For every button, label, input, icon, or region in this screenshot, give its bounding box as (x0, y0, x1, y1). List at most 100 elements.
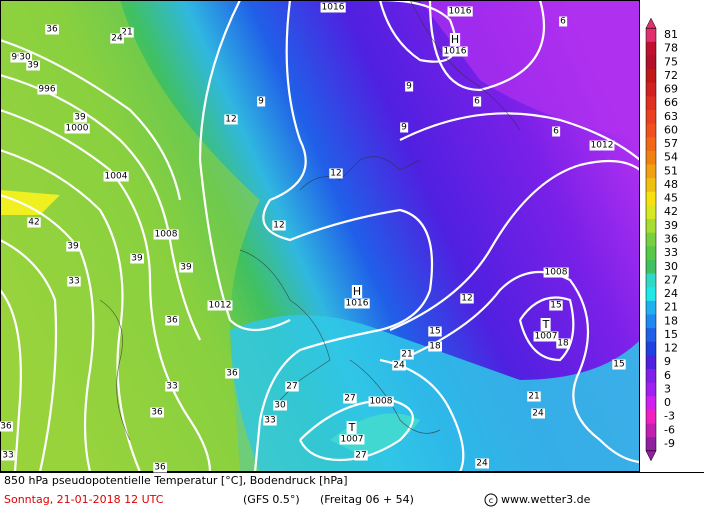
legend-label: 12 (664, 342, 678, 355)
legend-swatch (646, 41, 656, 56)
legend-label: 75 (664, 55, 678, 68)
temperature-label: 18 (429, 342, 441, 352)
temperature-label: 9 (401, 123, 407, 133)
legend-label: 27 (664, 273, 678, 286)
footer-model: (GFS 0.5°) (243, 493, 300, 506)
center-value-box (533, 331, 559, 342)
temperature-label-box (329, 168, 343, 179)
map-frame (0, 0, 640, 472)
center-value-box (344, 298, 370, 309)
temperature-label: 18 (557, 339, 569, 349)
temperature-label-box (531, 408, 545, 419)
temperature-label: 33 (264, 416, 275, 426)
legend-swatch (646, 28, 656, 43)
center-value: 1007 (535, 332, 558, 342)
center-value: 1007 (341, 435, 364, 445)
legend-swatch (646, 328, 656, 343)
legend-swatch (646, 191, 656, 206)
temperature-label: 24 (393, 361, 405, 371)
temperature-label: 33 (2, 451, 13, 461)
center-symbol: T (348, 421, 356, 434)
isobar-label-box (37, 84, 57, 95)
temperature-label: 6 (560, 17, 566, 27)
legend-label: 42 (664, 205, 678, 218)
legend-label: 69 (664, 83, 678, 96)
legend-label: 6 (664, 369, 671, 382)
legend-swatch (646, 423, 656, 438)
isobar-label: 996 (38, 85, 55, 95)
legend-label: 30 (664, 260, 678, 273)
temperature-label: 6 (553, 127, 559, 137)
temperature-label-box (1, 450, 15, 461)
legend-swatch (646, 109, 656, 125)
legend-swatch (646, 150, 656, 166)
temperature-label-box (153, 462, 167, 473)
legend-label: 36 (664, 233, 678, 246)
temperature-label: 15 (550, 301, 561, 311)
legend-swatch (646, 55, 656, 70)
isobar-label: 1016 (449, 7, 472, 17)
isobar-label: 1008 (370, 397, 393, 407)
temperature-label: 21 (121, 28, 132, 38)
legend-arrow-top (645, 17, 657, 29)
temperature-label-box (67, 276, 81, 287)
coastlines (99, 0, 521, 441)
temperature-label-box (73, 112, 87, 123)
isobar-label: 1004 (105, 172, 128, 182)
legend-swatch (646, 205, 656, 220)
isobar-label: 1012 (591, 141, 614, 151)
legend-label: 63 (664, 110, 678, 123)
temperature-label-box (285, 381, 299, 392)
temperature-label-box (130, 253, 144, 264)
legend-swatch (646, 300, 656, 315)
legend-label: 15 (664, 328, 678, 341)
temperature-label: 30 (274, 401, 286, 411)
isobar-label-box (447, 6, 473, 17)
legend-swatch (646, 123, 656, 138)
temperature-label-box (150, 407, 164, 418)
temperature-label-box (400, 122, 409, 133)
legend-label: 72 (664, 69, 678, 82)
center-symbol-box (346, 421, 357, 434)
temperature-label: 36 (46, 25, 58, 35)
legend-swatch (646, 287, 656, 302)
temperature-label-box (45, 24, 59, 35)
temperature-label-box (263, 415, 277, 426)
center-symbol: H (353, 285, 361, 298)
legend-swatch (646, 164, 656, 179)
temperature-label-box (405, 81, 414, 92)
copyright-icon (484, 493, 498, 507)
legend-label: 60 (664, 123, 678, 136)
temperature-label: 15 (613, 360, 624, 370)
temperature-label: 21 (401, 350, 412, 360)
legend-label: 3 (664, 382, 671, 395)
isobar-label-box (153, 229, 179, 240)
temperature-label-box (473, 96, 482, 107)
temperature-label: 36 (166, 316, 178, 326)
temperature-label: 24 (476, 459, 488, 469)
center-symbol: T (542, 318, 550, 331)
legend-swatch (646, 178, 656, 193)
legend-swatch (646, 69, 656, 84)
isobar-label: 1008 (545, 268, 568, 278)
temperature-label: 36 (154, 463, 166, 473)
isobar-label-box (64, 123, 90, 134)
temperature-label: 24 (111, 34, 123, 44)
temperature-label-box (428, 326, 442, 337)
legend-swatch (646, 355, 656, 370)
temperature-label-box (179, 262, 193, 273)
center-value: 1016 (346, 299, 369, 309)
isobar-label-box (589, 140, 615, 151)
temperature-label-box (225, 368, 239, 379)
temperature-label: 21 (528, 392, 539, 402)
temperature-label: 39 (180, 263, 192, 273)
temperature-label: 33 (166, 382, 177, 392)
temperature-label-box (273, 400, 287, 411)
temperature-label-box (552, 126, 561, 137)
temperature-label-box (354, 450, 368, 461)
temperature-label-box (110, 33, 124, 44)
temperature-label-box (612, 359, 626, 370)
center-symbol-box (351, 285, 363, 298)
temperature-label: 15 (429, 327, 440, 337)
legend-swatch (646, 96, 656, 111)
